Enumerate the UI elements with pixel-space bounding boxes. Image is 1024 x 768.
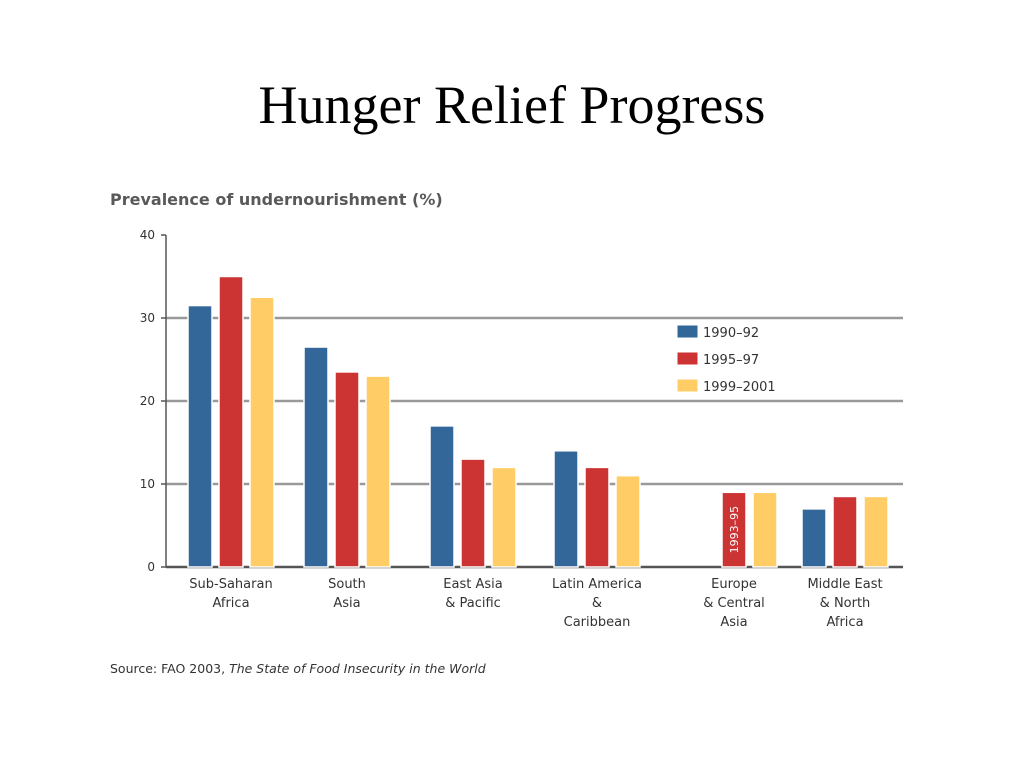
x-category-label: & — [592, 596, 602, 611]
x-category-label: & Central — [703, 596, 765, 611]
legend-swatch — [676, 324, 699, 339]
source-prefix: Source: FAO 2003, — [110, 661, 230, 676]
bar-2 — [721, 491, 747, 568]
x-category-label: Latin America — [552, 577, 642, 592]
x-category-label: & Pacific — [445, 596, 501, 611]
x-category-label: & North — [820, 596, 871, 611]
x-category-label: South — [328, 577, 366, 592]
slide-title: Hunger Relief Progress — [258, 75, 766, 135]
bar-annotation: 1993–95 — [728, 506, 741, 554]
bar-3 — [249, 296, 275, 568]
bar-1 — [429, 425, 455, 568]
source-work-title: The State of Food Insecurity in the Worl… — [229, 661, 486, 676]
bar-3 — [615, 474, 641, 568]
y-tick-label: 0 — [147, 560, 155, 574]
source-citation: Source: FAO 2003, The State of Food Inse… — [110, 661, 486, 676]
x-category-label: Middle East — [807, 577, 882, 592]
bar-1 — [303, 346, 329, 568]
chart-title: Prevalence of undernourishment (%) — [110, 190, 443, 209]
y-tick-label: 30 — [140, 311, 155, 325]
y-tick-label: 20 — [140, 394, 155, 408]
x-category-label: Sub-Saharan — [189, 577, 272, 592]
x-category-label: East Asia — [443, 577, 502, 592]
legend-label: 1999–2001 — [703, 380, 776, 395]
x-category-label: Asia — [333, 596, 360, 611]
legend-label: 1990–92 — [703, 326, 759, 341]
bar-2 — [832, 495, 858, 568]
legend-swatch — [676, 378, 699, 393]
x-category-label: Europe — [711, 577, 757, 592]
bar-2 — [584, 466, 610, 568]
bar-2 — [218, 275, 244, 568]
x-category-label: Caribbean — [564, 615, 631, 630]
bar-1 — [187, 304, 213, 568]
bar-3 — [365, 375, 391, 568]
y-tick-label: 40 — [140, 228, 155, 242]
bar-2 — [460, 458, 486, 568]
bar-1 — [801, 508, 827, 568]
x-category-label: Africa — [826, 615, 863, 630]
x-category-label: Asia — [720, 615, 747, 630]
bar-2 — [334, 371, 360, 568]
legend-label: 1995–97 — [703, 353, 759, 368]
x-category-label: Africa — [212, 596, 249, 611]
bar-1 — [553, 450, 579, 568]
bar-3 — [491, 466, 517, 568]
legend-swatch — [676, 351, 699, 366]
bar-3 — [752, 491, 778, 568]
bar-3 — [863, 495, 889, 568]
y-tick-label: 10 — [140, 477, 155, 491]
